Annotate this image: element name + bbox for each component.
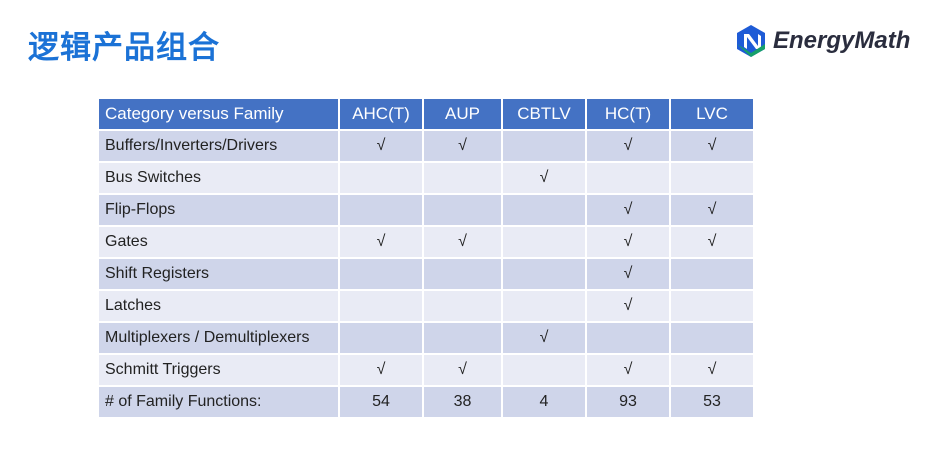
- table-row: Gates √ √ √ √: [97, 225, 755, 259]
- table-row: Flip-Flops √ √: [97, 193, 755, 227]
- category-cell: Shift Registers: [97, 257, 340, 291]
- family-cell: [501, 193, 587, 227]
- family-cell: √: [585, 353, 671, 387]
- family-cell: [338, 161, 424, 195]
- family-cell: [501, 225, 587, 259]
- family-cell: [501, 257, 587, 291]
- family-cell: √: [669, 193, 755, 227]
- table-row: Latches √: [97, 289, 755, 323]
- table-row: Shift Registers √: [97, 257, 755, 291]
- column-header: LVC: [669, 97, 755, 131]
- family-cell: √: [501, 161, 587, 195]
- family-cell: [422, 257, 503, 291]
- family-cell: [501, 129, 587, 163]
- family-cell: √: [669, 225, 755, 259]
- family-cell: [669, 161, 755, 195]
- family-cell: [422, 193, 503, 227]
- family-cell: √: [422, 129, 503, 163]
- family-cell: √: [669, 353, 755, 387]
- family-cell: √: [422, 225, 503, 259]
- family-cell: [585, 161, 671, 195]
- family-cell: 93: [585, 385, 671, 419]
- family-cell: [338, 289, 424, 323]
- family-cell: [501, 289, 587, 323]
- family-cell: [669, 257, 755, 291]
- column-header: AUP: [422, 97, 503, 131]
- family-cell: √: [585, 129, 671, 163]
- family-cell: 4: [501, 385, 587, 419]
- category-cell: Multiplexers / Demultiplexers: [97, 321, 340, 355]
- family-cell: [338, 257, 424, 291]
- family-cell: √: [669, 129, 755, 163]
- family-cell: 54: [338, 385, 424, 419]
- family-cell: [422, 289, 503, 323]
- family-cell: √: [501, 321, 587, 355]
- family-cell: √: [338, 353, 424, 387]
- category-cell: Gates: [97, 225, 340, 259]
- table-row: Multiplexers / Demultiplexers √: [97, 321, 755, 355]
- column-header: CBTLV: [501, 97, 587, 131]
- family-cell: √: [585, 289, 671, 323]
- family-cell: [422, 321, 503, 355]
- category-cell: Latches: [97, 289, 340, 323]
- logo: EnergyMath: [735, 24, 910, 58]
- family-cell: [338, 193, 424, 227]
- family-cell: 53: [669, 385, 755, 419]
- page-title: 逻辑产品组合: [28, 30, 220, 66]
- table-row: Schmitt Triggers √ √ √ √: [97, 353, 755, 387]
- category-cell: Bus Switches: [97, 161, 340, 195]
- family-cell: √: [585, 225, 671, 259]
- family-cell: [669, 289, 755, 323]
- family-cell: √: [338, 129, 424, 163]
- category-cell: Buffers/Inverters/Drivers: [97, 129, 340, 163]
- column-header: AHC(T): [338, 97, 424, 131]
- family-cell: √: [422, 353, 503, 387]
- family-cell: [669, 321, 755, 355]
- family-table: Category versus Family AHC(T) AUP CBTLV HC(T…: [97, 97, 755, 419]
- family-cell: 38: [422, 385, 503, 419]
- table-row: Buffers/Inverters/Drivers √ √ √ √: [97, 129, 755, 163]
- family-cell: √: [338, 225, 424, 259]
- category-cell: Flip-Flops: [97, 193, 340, 227]
- table-row: Bus Switches √: [97, 161, 755, 195]
- family-cell: [422, 161, 503, 195]
- logo-text: EnergyMath: [773, 27, 911, 54]
- family-cell: [338, 321, 424, 355]
- column-header: HC(T): [585, 97, 671, 131]
- family-cell: √: [585, 193, 671, 227]
- family-cell: [501, 353, 587, 387]
- family-cell: [585, 321, 671, 355]
- table-row: # of Family Functions: 54 38 4 93 53: [97, 385, 755, 419]
- category-cell: # of Family Functions:: [97, 385, 340, 419]
- column-header: Category versus Family: [97, 97, 340, 131]
- family-cell: √: [585, 257, 671, 291]
- energymath-logo-icon: [737, 25, 765, 57]
- category-cell: Schmitt Triggers: [97, 353, 340, 387]
